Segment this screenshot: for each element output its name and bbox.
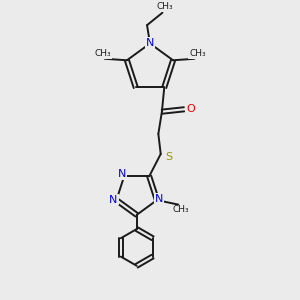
Text: S: S: [165, 152, 172, 162]
Text: CH₃: CH₃: [189, 49, 206, 58]
Text: O: O: [186, 104, 195, 114]
Text: CH₃: CH₃: [172, 206, 189, 214]
Text: CH₃: CH₃: [94, 49, 111, 58]
Text: N: N: [146, 38, 154, 48]
Text: CH₃: CH₃: [157, 2, 173, 11]
Text: N: N: [155, 194, 164, 204]
Text: N: N: [109, 194, 118, 205]
Text: N: N: [118, 169, 126, 179]
